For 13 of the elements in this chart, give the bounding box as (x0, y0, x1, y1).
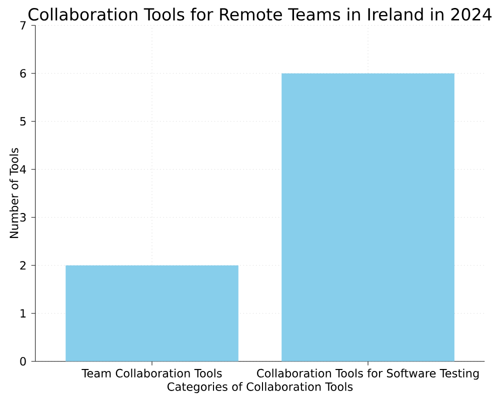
y-tick-label: 6 (20, 69, 26, 78)
y-tick-label: 1 (20, 309, 26, 318)
y-tick-label: 7 (20, 21, 26, 30)
x-tick-label: Team Collaboration Tools (82, 368, 222, 378)
x-tick-label: Collaboration Tools for Software Testing (257, 368, 479, 380)
chart-title: Collaboration Tools for Remote Teams in Ireland in 2024 (28, 8, 492, 21)
y-tick-label: 3 (20, 213, 26, 222)
y-tick-label: 0 (20, 357, 26, 366)
y-tick-label: 2 (20, 261, 26, 270)
y-tick-label: 4 (20, 165, 26, 174)
y-axis-title: Number of Tools (9, 148, 18, 238)
y-tick-label: 5 (20, 117, 26, 126)
x-axis-title: Categories of Collaboration Tools (167, 382, 353, 394)
